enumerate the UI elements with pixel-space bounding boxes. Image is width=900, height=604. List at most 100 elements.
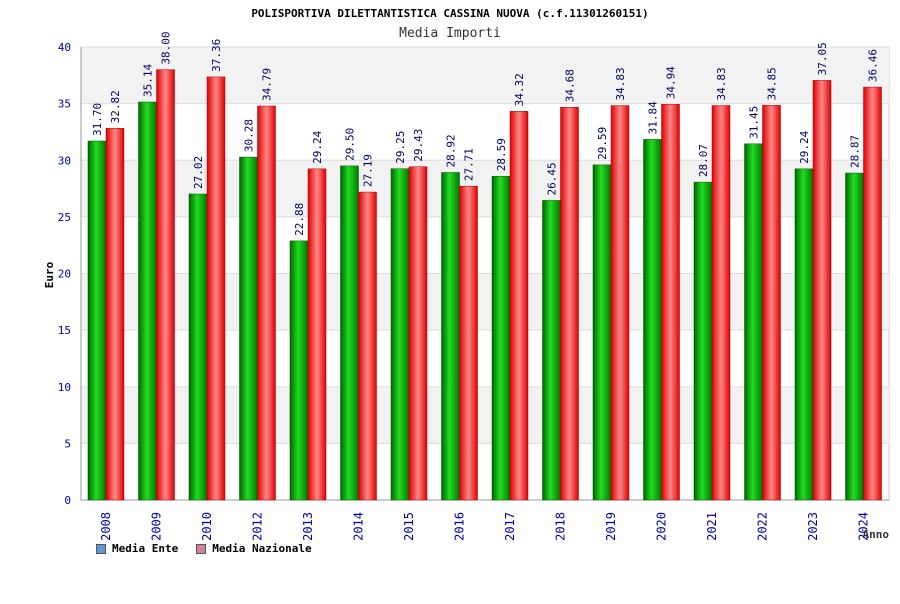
bar-media-nazionale: [459, 185, 478, 501]
data-label: 31.45: [748, 106, 761, 139]
data-label: 28.87: [849, 135, 862, 168]
bar-media-nazionale: [610, 105, 630, 501]
bar-media-nazionale: [762, 105, 781, 501]
bar-media-nazionale: [105, 128, 125, 501]
data-label: 34.79: [261, 68, 274, 101]
x-tick-label: 2018: [554, 512, 568, 541]
y-tick-label: 20: [58, 268, 71, 281]
data-label: 34.85: [766, 67, 779, 100]
bar-media-nazionale: [307, 168, 327, 501]
bar-media-ente: [693, 181, 713, 501]
data-label: 32.82: [109, 90, 122, 123]
bar-media-nazionale: [560, 106, 579, 501]
data-label: 37.36: [210, 39, 223, 72]
data-label: 29.24: [311, 130, 324, 163]
data-label: 36.46: [867, 49, 880, 82]
bar-media-ente: [390, 168, 410, 501]
bar-media-ente: [340, 165, 359, 501]
data-label: 22.88: [293, 203, 306, 236]
x-tick-label: 2012: [251, 512, 265, 541]
x-tick-label: 2015: [402, 512, 416, 541]
x-axis: 2008 2009 2010 2012 2013 2014 2015 2016 2017 2018…: [99, 512, 871, 541]
data-label: 27.19: [362, 154, 375, 187]
y-tick-label: 40: [58, 41, 71, 54]
bar-media-ente: [87, 140, 107, 501]
x-tick-label: 2008: [99, 512, 113, 541]
y-tick-label: 30: [58, 154, 71, 167]
bar-media-ente: [441, 172, 460, 501]
data-label: 34.94: [665, 66, 678, 99]
bar-media-nazionale: [509, 111, 529, 501]
legend-item-ente: Media Ente: [96, 542, 178, 555]
y-tick-label: 10: [58, 381, 71, 394]
data-label: 38.00: [160, 32, 173, 65]
data-label: 29.24: [798, 130, 811, 163]
bar-media-nazionale: [257, 105, 276, 501]
y-tick-label: 15: [58, 324, 71, 337]
data-label: 28.59: [495, 138, 508, 171]
bar-media-ente: [188, 193, 208, 501]
data-label: 27.02: [192, 156, 205, 189]
bar-media-nazionale: [206, 76, 226, 501]
x-tick-label: 2009: [150, 512, 164, 541]
bar-media-ente: [138, 101, 157, 501]
x-tick-label: 2017: [503, 512, 517, 541]
bar-media-ente: [289, 240, 309, 501]
legend-swatch-nazionale: [196, 543, 207, 554]
x-tick-label: 2022: [756, 512, 770, 541]
bar-media-ente: [239, 156, 258, 501]
data-label: 31.84: [647, 101, 660, 134]
x-axis-label: Anno: [863, 528, 890, 541]
bars: [87, 69, 882, 501]
bar-media-ente: [491, 175, 511, 501]
legend-item-nazionale: Media Nazionale: [196, 542, 312, 555]
legend-label-nazionale: Media Nazionale: [212, 542, 312, 555]
data-label: 34.83: [614, 67, 627, 100]
y-tick-label: 25: [58, 211, 71, 224]
bar-media-nazionale: [711, 105, 731, 501]
bar-media-nazionale: [358, 191, 377, 501]
x-tick-label: 2021: [705, 512, 719, 541]
bar-media-nazionale: [661, 104, 680, 501]
data-label: 27.71: [463, 148, 476, 181]
data-label: 29.59: [596, 127, 609, 160]
x-tick-label: 2020: [655, 512, 669, 541]
legend-label-ente: Media Ente: [112, 542, 179, 555]
data-label: 28.07: [697, 144, 710, 177]
bar-media-nazionale: [156, 69, 175, 501]
data-label: 29.43: [412, 129, 425, 162]
x-tick-label: 2014: [352, 512, 366, 541]
x-tick-label: 2024: [857, 512, 871, 541]
data-label: 37.05: [816, 42, 829, 75]
chart-title: POLISPORTIVA DILETTANTISTICA CASSINA NUO…: [251, 7, 648, 20]
data-label: 34.32: [513, 73, 526, 106]
data-label: 34.83: [715, 67, 728, 100]
y-tick-label: 5: [64, 437, 71, 450]
x-tick-label: 2019: [604, 512, 618, 541]
bar-media-ente: [794, 168, 814, 501]
chart-subtitle: Media Importi: [399, 26, 501, 41]
bar-media-ente: [643, 139, 662, 501]
bar-media-ente: [542, 200, 561, 501]
y-tick-label: 0: [64, 494, 71, 507]
x-tick-label: 2016: [453, 512, 467, 541]
data-label: 28.92: [445, 134, 458, 167]
data-label: 31.70: [91, 103, 104, 136]
data-label: 29.25: [394, 131, 407, 164]
bar-media-nazionale: [863, 86, 882, 501]
bar-media-ente: [592, 164, 612, 501]
data-label: 29.50: [344, 128, 357, 161]
bar-media-ente: [744, 143, 763, 501]
x-tick-label: 2023: [806, 512, 820, 541]
data-label: 34.68: [564, 69, 577, 102]
data-label: 26.45: [546, 162, 559, 195]
legend-swatch-ente: [96, 543, 106, 554]
x-tick-label: 2010: [200, 512, 214, 541]
data-label: 30.28: [243, 119, 256, 152]
bar-media-nazionale: [812, 80, 832, 501]
bar-media-nazionale: [408, 166, 428, 501]
bar-media-ente: [845, 172, 864, 501]
y-tick-label: 35: [58, 98, 71, 111]
data-label: 35.14: [142, 64, 155, 97]
